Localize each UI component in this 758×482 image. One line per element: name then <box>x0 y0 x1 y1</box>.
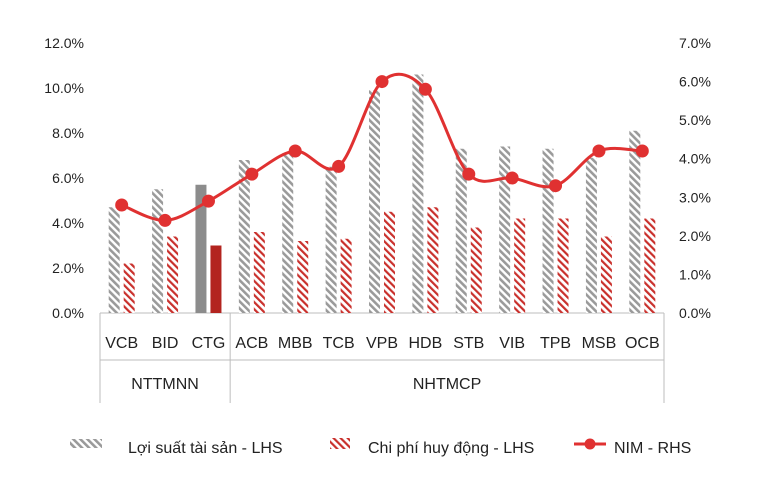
nim-point <box>375 75 389 89</box>
category-label: VPB <box>366 335 398 352</box>
nim-point <box>245 167 259 181</box>
bar-asset-yield <box>282 153 294 313</box>
nim-point <box>505 171 519 185</box>
left-axis-tick-label: 10.0% <box>44 80 84 96</box>
nim-point <box>462 167 476 181</box>
right-axis-tick-label: 1.0% <box>679 266 711 282</box>
bar-asset-yield <box>325 166 337 313</box>
left-axis-tick-label: 2.0% <box>52 260 84 276</box>
category-label: MSB <box>582 335 617 352</box>
right-axis-tick-label: 2.0% <box>679 228 711 244</box>
nim-point <box>115 198 129 212</box>
legend: Lợi suất tài sản - LHS Chi phí huy động … <box>70 438 691 457</box>
category-label: TCB <box>323 335 355 352</box>
nim-point <box>201 194 215 208</box>
nim-point <box>549 179 563 193</box>
category-label: VCB <box>105 335 138 352</box>
group-label: NHTMCP <box>413 376 481 393</box>
bar-funding-cost <box>514 218 526 313</box>
axes-layer <box>99 312 665 403</box>
bar-funding-cost <box>384 211 395 313</box>
right-axis-tick-label: 7.0% <box>679 35 711 51</box>
bar-asset-yield <box>585 157 597 313</box>
category-label: STB <box>453 335 484 352</box>
right-axis-tick-label: 4.0% <box>679 151 711 167</box>
legend-label-nim: NIM - RHS <box>614 440 691 457</box>
group-label: NTTMNN <box>131 376 199 393</box>
left-axis-tick-label: 8.0% <box>52 125 84 141</box>
bar-asset-yield <box>238 160 250 313</box>
category-label: BID <box>152 335 179 352</box>
bar-funding-cost <box>470 227 482 313</box>
left-axis-tick-label: 12.0% <box>44 35 84 51</box>
bar-funding-cost <box>297 241 309 313</box>
bar-asset-yield <box>542 148 554 313</box>
left-axis-tick-label: 6.0% <box>52 170 84 186</box>
bar-funding-cost <box>253 232 265 313</box>
line-layer <box>115 72 649 227</box>
bar-asset-yield <box>369 90 380 313</box>
bar-asset-yield <box>455 148 467 313</box>
nim-point <box>288 144 302 158</box>
right-axis-tick-label: 6.0% <box>679 74 711 90</box>
category-label: CTG <box>192 335 226 352</box>
right-axis-tick-label: 3.0% <box>679 189 711 205</box>
category-label: MBB <box>278 335 313 352</box>
category-label: VIB <box>499 335 525 352</box>
bar-funding-cost <box>210 245 222 313</box>
bar-asset-yield <box>108 207 120 313</box>
bar-funding-cost <box>340 238 352 313</box>
bars-layer <box>108 74 656 313</box>
nim-point <box>635 144 649 158</box>
category-label: ACB <box>235 335 268 352</box>
nim-point <box>592 144 606 158</box>
bar-funding-cost <box>644 218 656 313</box>
bar-funding-cost <box>557 218 569 313</box>
right-axis-tick-label: 0.0% <box>679 305 711 321</box>
category-label: TPB <box>540 335 571 352</box>
left-axis-tick-label: 4.0% <box>52 215 84 231</box>
category-label: HDB <box>408 335 442 352</box>
category-label: OCB <box>625 335 660 352</box>
right-axis-tick-label: 5.0% <box>679 112 711 128</box>
nim-point <box>418 82 432 96</box>
bar-asset-yield <box>412 74 424 313</box>
labels-layer: 0.0% 2.0% 4.0% 6.0% 8.0% 10.0% 12.0% 0.0% 1.0% 2.… <box>44 35 711 393</box>
legend-label-funding-cost: Chi phí huy động - LHS <box>368 440 534 457</box>
legend-swatch-funding-cost <box>330 438 350 449</box>
bar-asset-yield <box>152 189 164 313</box>
left-axis-tick-label: 0.0% <box>52 305 84 321</box>
bar-funding-cost <box>600 236 612 313</box>
nim-point <box>332 159 346 173</box>
bar-funding-cost <box>167 236 179 313</box>
legend-marker-nim <box>584 438 596 450</box>
bar-asset-yield <box>629 130 641 313</box>
legend-swatch-asset-yield <box>70 439 102 448</box>
legend-label-asset-yield: Lợi suất tài sản - LHS <box>128 440 283 457</box>
nim-point <box>158 213 172 227</box>
bar-funding-cost <box>123 263 135 313</box>
bar-funding-cost <box>427 207 439 313</box>
bar-asset-yield <box>195 184 207 313</box>
bar-asset-yield <box>499 146 511 313</box>
